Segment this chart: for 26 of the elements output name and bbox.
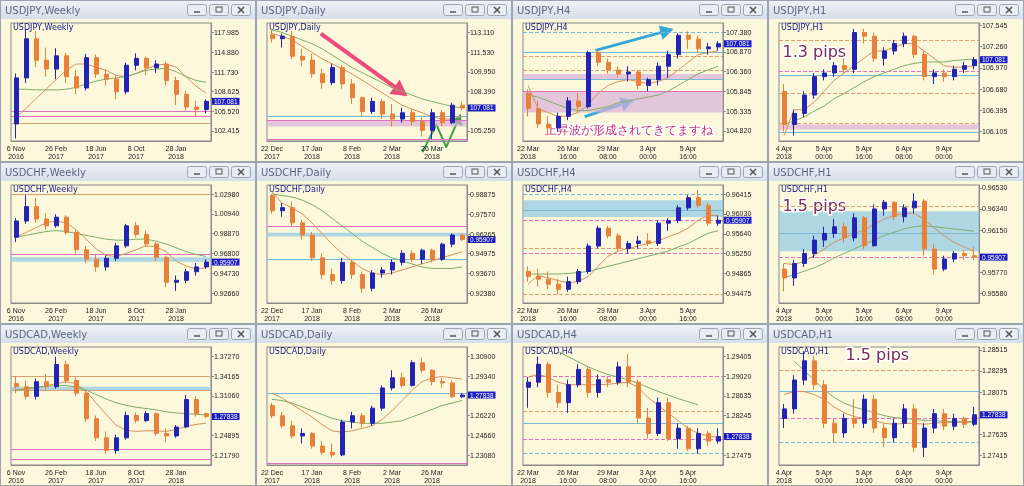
chart-title: USDCAD,Daily (261, 328, 333, 340)
chart-subtitle: USDJPY,Weekly (13, 22, 74, 32)
chart-subtitle: USDCAD,Daily (269, 346, 327, 356)
chart-title: USDCHF,H4 (517, 166, 576, 178)
chart-title: USDCAD,Weekly (5, 328, 88, 340)
chart-title: USDJPY,Daily (261, 4, 326, 16)
chart-subtitle: USDCHF,H1 (781, 184, 828, 194)
chart-subtitle: USDCHF,H4 (525, 184, 572, 194)
chart-title: USDCHF,Daily (261, 166, 332, 178)
chart-title: USDCAD,H4 (517, 328, 577, 340)
chart-title: USDCHF,Weekly (5, 166, 86, 178)
chart-title: USDJPY,H4 (517, 4, 571, 16)
chart-title: USDCAD,H1 (773, 328, 833, 340)
chart-subtitle: USDJPY,Daily (269, 22, 322, 32)
chart-subtitle: USDCHF,Weekly (13, 184, 78, 194)
chart-subtitle: USDCHF,Daily (269, 184, 326, 194)
chart-title: USDJPY,H1 (773, 4, 827, 16)
chart-subtitle: USDJPY,H4 (525, 22, 568, 32)
chart-subtitle: USDCAD,Weekly (13, 346, 79, 356)
chart-subtitle: USDCAD,H4 (525, 346, 573, 356)
chart-title: USDCHF,H1 (773, 166, 832, 178)
chart-subtitle: USDJPY,H1 (781, 22, 824, 32)
chart-title: USDJPY,Weekly (5, 4, 81, 16)
annotation: 1.3 pips (782, 42, 847, 61)
chart-subtitle: USDCAD,H1 (781, 346, 829, 356)
annotation: 1.5 pips (845, 345, 910, 364)
